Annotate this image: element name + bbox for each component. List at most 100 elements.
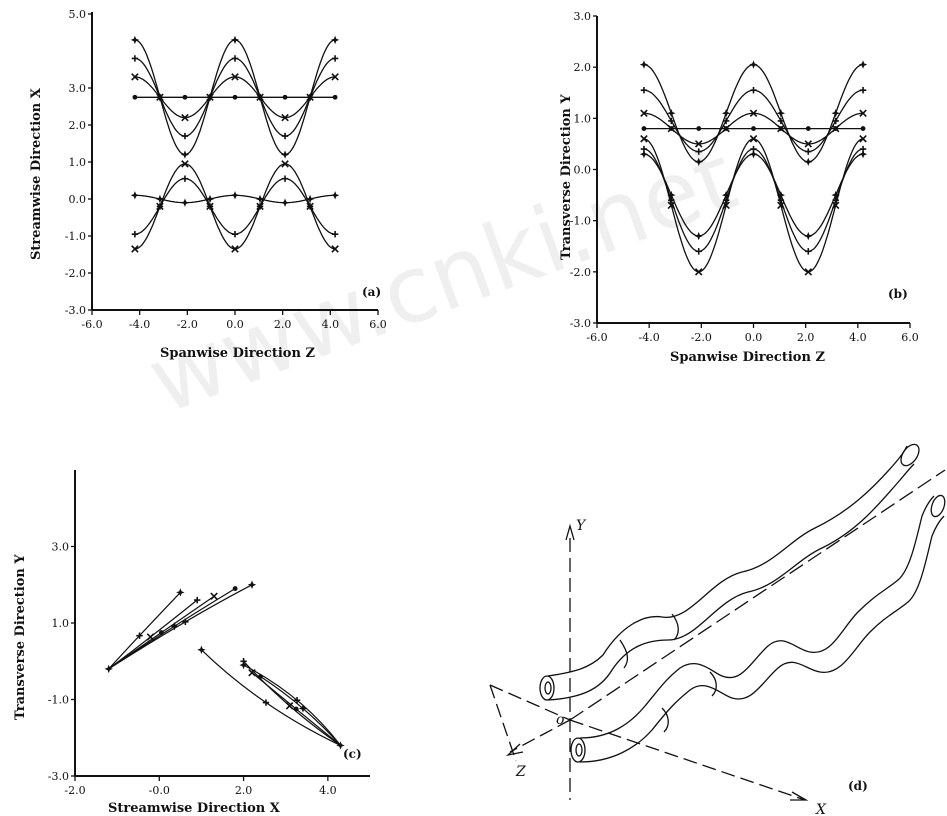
panel-a-xtick-label: 0.0: [226, 318, 244, 331]
panel-a-label: (a): [362, 285, 381, 299]
panel-b-curve-2-marker-0: [640, 109, 648, 117]
panel-b-curve-3-marker-2: [696, 126, 702, 131]
panel-b-xtick-label: -6.0: [586, 331, 607, 344]
panel-c-ylabel: Transverse Direction Y: [13, 554, 28, 720]
panel-a-xtick-label: -2.0: [177, 318, 198, 331]
panel-c-xlabel: Streamwise Direction X: [108, 801, 281, 816]
panel-a-ytick-label: 0.0: [69, 193, 87, 206]
panel-d-lower-tube-top: [579, 495, 935, 739]
panel-a: Spanwise Direction Z Streamwise Directio…: [29, 8, 387, 361]
panel-b-curve-5-marker-5: [777, 197, 785, 204]
panel-b-xlabel: Spanwise Direction Z: [670, 350, 825, 365]
panel-b-curve-0-marker-0: [639, 60, 649, 69]
panel-b-curves: [639, 60, 868, 276]
panel-a-curve-6-marker-8: [331, 245, 339, 253]
panel-a-curve-4-marker-3: [205, 194, 215, 204]
panel-d-z-arrow: [505, 743, 524, 757]
panel-a-curve-3-marker-5: [257, 94, 263, 100]
panel-a-curve-5-marker-0: [131, 230, 139, 238]
panel-b-curve-2-marker-6: [804, 140, 813, 148]
panel-b-curve-1-marker-2: [695, 148, 702, 155]
panel-b-curve-2-marker-4: [749, 109, 758, 117]
panel-c-group-1-mid-marker-1: [285, 702, 294, 710]
panel-b-curve-5-marker-0: [640, 145, 648, 153]
panel-d-label: (d): [848, 779, 868, 793]
panel-a-curve-4-marker-7: [305, 194, 315, 204]
watermark: www.cnki.net: [135, 124, 749, 435]
panel-a-curve-0-marker-0: [130, 35, 140, 45]
panel-b-xtick-label: -2.0: [691, 331, 712, 344]
panel-c: Streamwise Direction X Transverse Direct…: [13, 470, 370, 816]
panel-c-group-0-end-marker-3: [232, 586, 238, 591]
panel-a-curve-4-marker-1: [155, 194, 165, 204]
panel-a-curve-6-marker-4: [231, 245, 239, 253]
panel-c-group-1-mid-marker-3: [298, 704, 308, 713]
panel-b-curve-1-marker-7: [832, 117, 839, 125]
panel-a-ytick-label: 3.0: [69, 82, 87, 95]
panel-a-curve-2-marker-2: [181, 113, 189, 122]
panel-a-curve-2-marker-8: [331, 73, 339, 81]
panel-b-ticks: -6.0 -4.0 -2.0 0.0 2.0 4.0 6.0 3.0 2.0 1.0 0.0 -1.0…: [570, 10, 919, 344]
panel-d-upper-tube-ring: [619, 639, 629, 669]
panel-b-curve-6-marker-7: [831, 201, 840, 210]
panel-d-x-label: X: [815, 802, 827, 816]
panel-b-curve-3-marker-5: [778, 126, 784, 131]
panel-c-curves: [104, 580, 345, 750]
panel-c-label: (c): [343, 747, 362, 761]
panel-d-upper-tube-end-left: [539, 675, 555, 701]
panel-c-ticks: -2.0 -0.0 2.0 4.0 3.0 1.0 -1.0 -3.0: [48, 541, 337, 798]
panel-b-curve-4-marker-3: [721, 190, 731, 200]
panel-a-curve-2-marker-0: [131, 73, 139, 81]
panel-c-ytick-label: -3.0: [48, 770, 69, 783]
panel-a-xtick-label: 2.0: [274, 318, 292, 331]
panel-c-group-0-end-marker-2: [210, 592, 218, 600]
panel-d-lower-tube-end-left-inner: [575, 743, 583, 757]
panel-b-curve-4-marker-6: [804, 231, 813, 241]
panel-b-ytick-label: 2.0: [574, 61, 592, 74]
panel-b-curve-0-marker-8: [858, 60, 868, 69]
panel-b-curve-1-marker-4: [750, 86, 757, 94]
panel-c-group-1-start-marker-0: [336, 741, 345, 750]
panel-b-curve-6-marker-0: [640, 135, 648, 143]
panel-d-lower-tube-end-right: [930, 494, 946, 518]
panel-b-xtick-label: 6.0: [901, 331, 919, 344]
panel-b-curve-1-marker-1: [668, 117, 675, 125]
panel-c-group-0-end-marker-0: [176, 588, 185, 597]
panel-a-xtick-label: 6.0: [369, 318, 387, 331]
panel-c-xtick-label: -2.0: [64, 784, 85, 797]
panel-a-ytick-label: -1.0: [65, 230, 86, 243]
panel-b-curve-5-marker-1: [668, 197, 675, 204]
panel-a-curve-6-marker-6: [281, 160, 289, 168]
panel-c-group-0-end-marker-1: [194, 596, 201, 604]
panel-d-lower-tube-bottom: [579, 515, 945, 763]
panel-b-curve-6-marker-5: [777, 201, 785, 210]
panel-a-curve-1-marker-2: [181, 132, 189, 140]
panel-b-curve-3-marker-8: [860, 126, 866, 131]
panel-a-curve-3-marker-0: [132, 94, 138, 100]
panel-b-curve-3-marker-0: [641, 126, 647, 131]
panel-b-curve-6-marker-1: [667, 201, 676, 210]
panel-a-xtick-label: -6.0: [81, 318, 102, 331]
panel-d-upper-tube-bottom: [547, 463, 915, 701]
panel-a-curve-5-marker-8: [331, 230, 339, 238]
panel-b-curve-0-marker-3: [721, 109, 731, 118]
panel-c-ytick-label: 3.0: [52, 541, 70, 554]
panel-a-curve-3-marker-7: [307, 94, 313, 100]
panel-c-group-1-end-marker-4: [239, 660, 248, 670]
panel-a-curve-0-marker-8: [330, 35, 340, 45]
panel-b-curve-1-marker-0: [640, 86, 648, 94]
panel-c-group-0-start-marker-0: [104, 664, 113, 674]
panel-b-curve-1-marker-3: [722, 117, 730, 125]
panel-b-curve-0-marker-6: [804, 157, 813, 167]
panel-d-lower-tube-ring: [661, 707, 669, 733]
panel-a-curve-1-marker-0: [131, 55, 139, 62]
panel-a-curve-5-marker-6: [281, 175, 289, 182]
panel-b-curve-5-marker-2: [695, 248, 702, 255]
panel-c-ytick-label: 1.0: [52, 617, 70, 630]
panel-a-ylabel: Streamwise Direction X: [29, 87, 44, 260]
panel-b-curve-4-marker-2: [694, 231, 703, 241]
panel-d: Y Z X o (d): [489, 443, 946, 816]
panel-c-group-1-mid-marker-4: [293, 697, 301, 704]
panel-a-xtick-label: 4.0: [322, 318, 340, 331]
panel-a-curve-5: [134, 178, 336, 235]
